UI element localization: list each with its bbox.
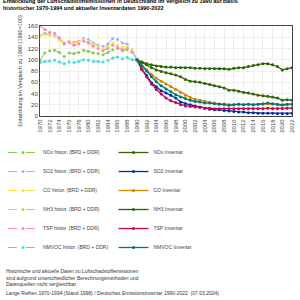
svg-text:2006: 2006 xyxy=(211,119,217,133)
svg-text:2012: 2012 xyxy=(240,119,246,133)
svg-text:1980: 1980 xyxy=(85,119,91,133)
svg-text:1998: 1998 xyxy=(173,119,179,133)
svg-text:SO2 Inventar: SO2 Inventar xyxy=(153,168,183,174)
svg-text:80: 80 xyxy=(31,68,38,74)
svg-text:40: 40 xyxy=(31,91,38,97)
svg-text:1974: 1974 xyxy=(56,119,62,133)
svg-text:NOx histor. (BRD + DDR): NOx histor. (BRD + DDR) xyxy=(43,149,100,155)
svg-text:TSP histor. (BRD + DDR): TSP histor. (BRD + DDR) xyxy=(43,225,100,231)
svg-text:1986: 1986 xyxy=(114,119,120,133)
svg-text:140: 140 xyxy=(28,34,39,40)
svg-text:NOx Inventar: NOx Inventar xyxy=(153,149,183,155)
svg-text:1988: 1988 xyxy=(124,119,130,133)
svg-text:CO Inventar: CO Inventar xyxy=(153,187,180,193)
svg-text:2014: 2014 xyxy=(250,119,256,133)
svg-text:2016: 2016 xyxy=(260,119,266,133)
svg-text:NMVOC histor. (BRD + DDR): NMVOC histor. (BRD + DDR) xyxy=(43,244,108,250)
svg-text:1978: 1978 xyxy=(76,119,82,133)
svg-text:NMVOC Inventar: NMVOC Inventar xyxy=(153,244,191,250)
svg-text:1970: 1970 xyxy=(37,119,43,133)
svg-text:100: 100 xyxy=(28,57,39,63)
svg-text:2020: 2020 xyxy=(279,119,285,133)
svg-text:2022: 2022 xyxy=(289,119,295,133)
svg-text:1984: 1984 xyxy=(105,119,111,133)
svg-text:Historische und aktuelle Daten: Historische und aktuelle Daten zu Luftsc… xyxy=(6,268,139,287)
svg-text:NH3 Inventar: NH3 Inventar xyxy=(153,206,183,212)
svg-text:CO histor. (BRD + DDR): CO histor. (BRD + DDR) xyxy=(43,187,97,193)
svg-text:60: 60 xyxy=(31,79,38,85)
svg-text:1992: 1992 xyxy=(144,119,150,133)
svg-text:1972: 1972 xyxy=(47,119,53,133)
svg-text:2008: 2008 xyxy=(221,119,227,133)
svg-text:NH3 histor. (BRD + DDR): NH3 histor. (BRD + DDR) xyxy=(43,206,100,212)
svg-text:1990: 1990 xyxy=(134,119,140,133)
svg-text:1996: 1996 xyxy=(163,119,169,133)
svg-text:2004: 2004 xyxy=(202,119,208,133)
svg-text:0: 0 xyxy=(34,113,38,119)
svg-text:2018: 2018 xyxy=(270,119,276,133)
svg-text:Lange Reihen 1970-1994 (Stand: Lange Reihen 1970-1994 (Stand 1998) / De… xyxy=(6,290,219,296)
svg-text:Entwicklung im Vergleich zu 19: Entwicklung im Vergleich zu 1990 (1990=1… xyxy=(17,15,23,127)
svg-text:120: 120 xyxy=(28,46,39,52)
svg-text:2002: 2002 xyxy=(192,119,198,133)
svg-text:SO2 histor. (BRD + DDR): SO2 histor. (BRD + DDR) xyxy=(43,168,100,174)
svg-text:2010: 2010 xyxy=(231,119,237,133)
svg-text:TSP Inventar: TSP Inventar xyxy=(153,225,182,231)
svg-text:Entwicklung der Luftschadstoff: Entwicklung der Luftschadstoffemissionen… xyxy=(3,0,238,11)
svg-text:20: 20 xyxy=(31,102,38,108)
svg-text:160: 160 xyxy=(28,23,39,29)
svg-text:1982: 1982 xyxy=(95,119,101,133)
svg-text:1976: 1976 xyxy=(66,119,72,133)
svg-text:2000: 2000 xyxy=(182,119,188,133)
svg-text:1994: 1994 xyxy=(153,119,159,133)
